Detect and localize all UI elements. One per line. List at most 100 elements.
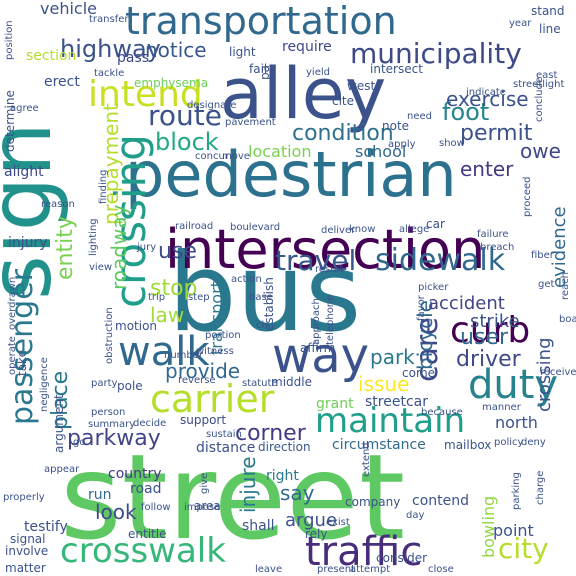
word-prepayment: prepayment xyxy=(99,103,123,225)
word-travel: travel xyxy=(275,244,356,277)
word-step: step xyxy=(188,292,210,303)
word-line: line xyxy=(539,22,561,36)
word-extend: extend xyxy=(361,442,372,477)
word-mailbox: mailbox xyxy=(444,438,491,452)
word-note: note xyxy=(382,119,409,133)
word-pass: pass xyxy=(117,50,149,66)
word-roadway: roadway xyxy=(107,204,131,290)
word-strike: strike xyxy=(470,311,520,332)
word-proceed: proceed xyxy=(522,176,533,217)
word-telephone: telephone xyxy=(325,295,336,345)
word-street: street xyxy=(60,428,405,566)
word-apply: apply xyxy=(388,139,416,150)
word-finding: finding xyxy=(98,170,109,204)
word-establish: establish xyxy=(262,277,276,331)
word-curb: curb xyxy=(450,310,530,351)
word-erect: erect xyxy=(44,74,80,90)
word-crossing: crossing xyxy=(106,134,155,308)
word-trip: trip xyxy=(148,292,165,303)
word-involve: involve xyxy=(5,544,48,558)
word-obstruction: obstruction xyxy=(104,307,115,364)
word-sidewalk: sidewalk xyxy=(375,243,506,278)
word-north: north xyxy=(495,413,538,432)
word-overdrawn: overdrawn xyxy=(7,277,18,330)
word-place: place xyxy=(48,371,73,430)
word-look: look xyxy=(95,500,137,524)
word-enter: enter xyxy=(460,157,514,181)
word-pa: pa xyxy=(258,65,272,80)
word-right: right xyxy=(266,468,299,484)
word-take: take xyxy=(15,350,29,376)
word-reverse: reverse xyxy=(178,375,216,386)
word-properly: properly xyxy=(3,492,45,503)
word-streetcar: streetcar xyxy=(365,394,428,410)
word-breach: breach xyxy=(480,242,514,253)
word-appear: appear xyxy=(44,464,80,475)
word-intersect: intersect xyxy=(370,62,423,76)
word-passenger: passenger xyxy=(5,268,40,425)
word-get: get xyxy=(538,279,555,290)
word-sustain: sustain xyxy=(206,429,242,440)
word-require: require xyxy=(282,39,332,55)
word-jury: jury xyxy=(136,242,156,253)
word-grant: grant xyxy=(316,396,354,412)
word-block: block xyxy=(155,128,219,156)
word-owe: owe xyxy=(520,139,561,163)
word-boulevard: boulevard xyxy=(230,222,280,233)
word-attempt: attempt xyxy=(350,564,390,575)
word-approach: approach xyxy=(311,298,322,345)
word-permit: permit xyxy=(460,121,533,146)
word-parkway: parkway xyxy=(67,426,161,451)
word-negligence: negligence xyxy=(39,357,50,412)
word-witness: witness xyxy=(196,346,234,357)
word-exercise: exercise xyxy=(446,87,529,111)
word-fiber: fiber xyxy=(531,250,555,261)
word-route: route xyxy=(148,99,222,132)
word-support: support xyxy=(180,413,226,427)
word-park: park xyxy=(370,345,415,369)
word-municipality: municipality xyxy=(350,37,522,70)
word-deliver: deliver xyxy=(321,225,356,236)
word-statute: statute xyxy=(242,378,278,389)
word-matter: matter xyxy=(5,561,46,575)
word-company: company xyxy=(345,495,400,509)
word-entity: entity xyxy=(53,216,78,280)
word-bus: bus xyxy=(168,231,361,356)
word-stop: stop xyxy=(150,276,198,301)
word-show: show xyxy=(439,138,465,149)
word-walk: walk xyxy=(118,329,210,375)
word-driver: driver xyxy=(456,347,522,372)
word-indicate: indicate xyxy=(466,87,506,98)
word-ch: ch xyxy=(256,320,268,331)
word-direction: direction xyxy=(258,440,311,454)
word-alley: alley xyxy=(220,53,386,135)
word-yield: yield xyxy=(306,67,330,78)
word-west: west xyxy=(347,79,375,93)
word-circumstance: circumstance xyxy=(332,437,426,453)
word-pedestrian: pedestrian xyxy=(125,138,457,211)
word-reach: reach xyxy=(560,272,571,300)
word-area: area xyxy=(194,499,221,513)
word-operate: operate xyxy=(7,336,18,375)
word-notice: notice xyxy=(145,38,207,62)
word-decide: decide xyxy=(133,418,166,429)
word-streetlight: streetlight xyxy=(513,79,564,90)
word-consider: consider xyxy=(376,551,427,565)
word-cite: cite xyxy=(332,94,354,108)
word-summary: summary xyxy=(88,419,135,430)
word-testify: testify xyxy=(24,519,68,535)
word-location: location xyxy=(248,142,311,161)
word-determine: determine xyxy=(3,90,17,152)
word-go: go xyxy=(73,437,85,448)
word-manner: manner xyxy=(482,402,522,413)
word-intend: intend xyxy=(88,74,203,115)
word-transportation: transportation xyxy=(125,0,397,43)
word-vehicle: vehicle xyxy=(40,0,97,18)
word-concur: concur xyxy=(195,151,230,162)
word-rely: rely xyxy=(305,527,328,541)
word-user: user xyxy=(460,325,509,350)
word-party: party xyxy=(91,378,118,389)
word-intersection: intersection xyxy=(165,218,485,281)
